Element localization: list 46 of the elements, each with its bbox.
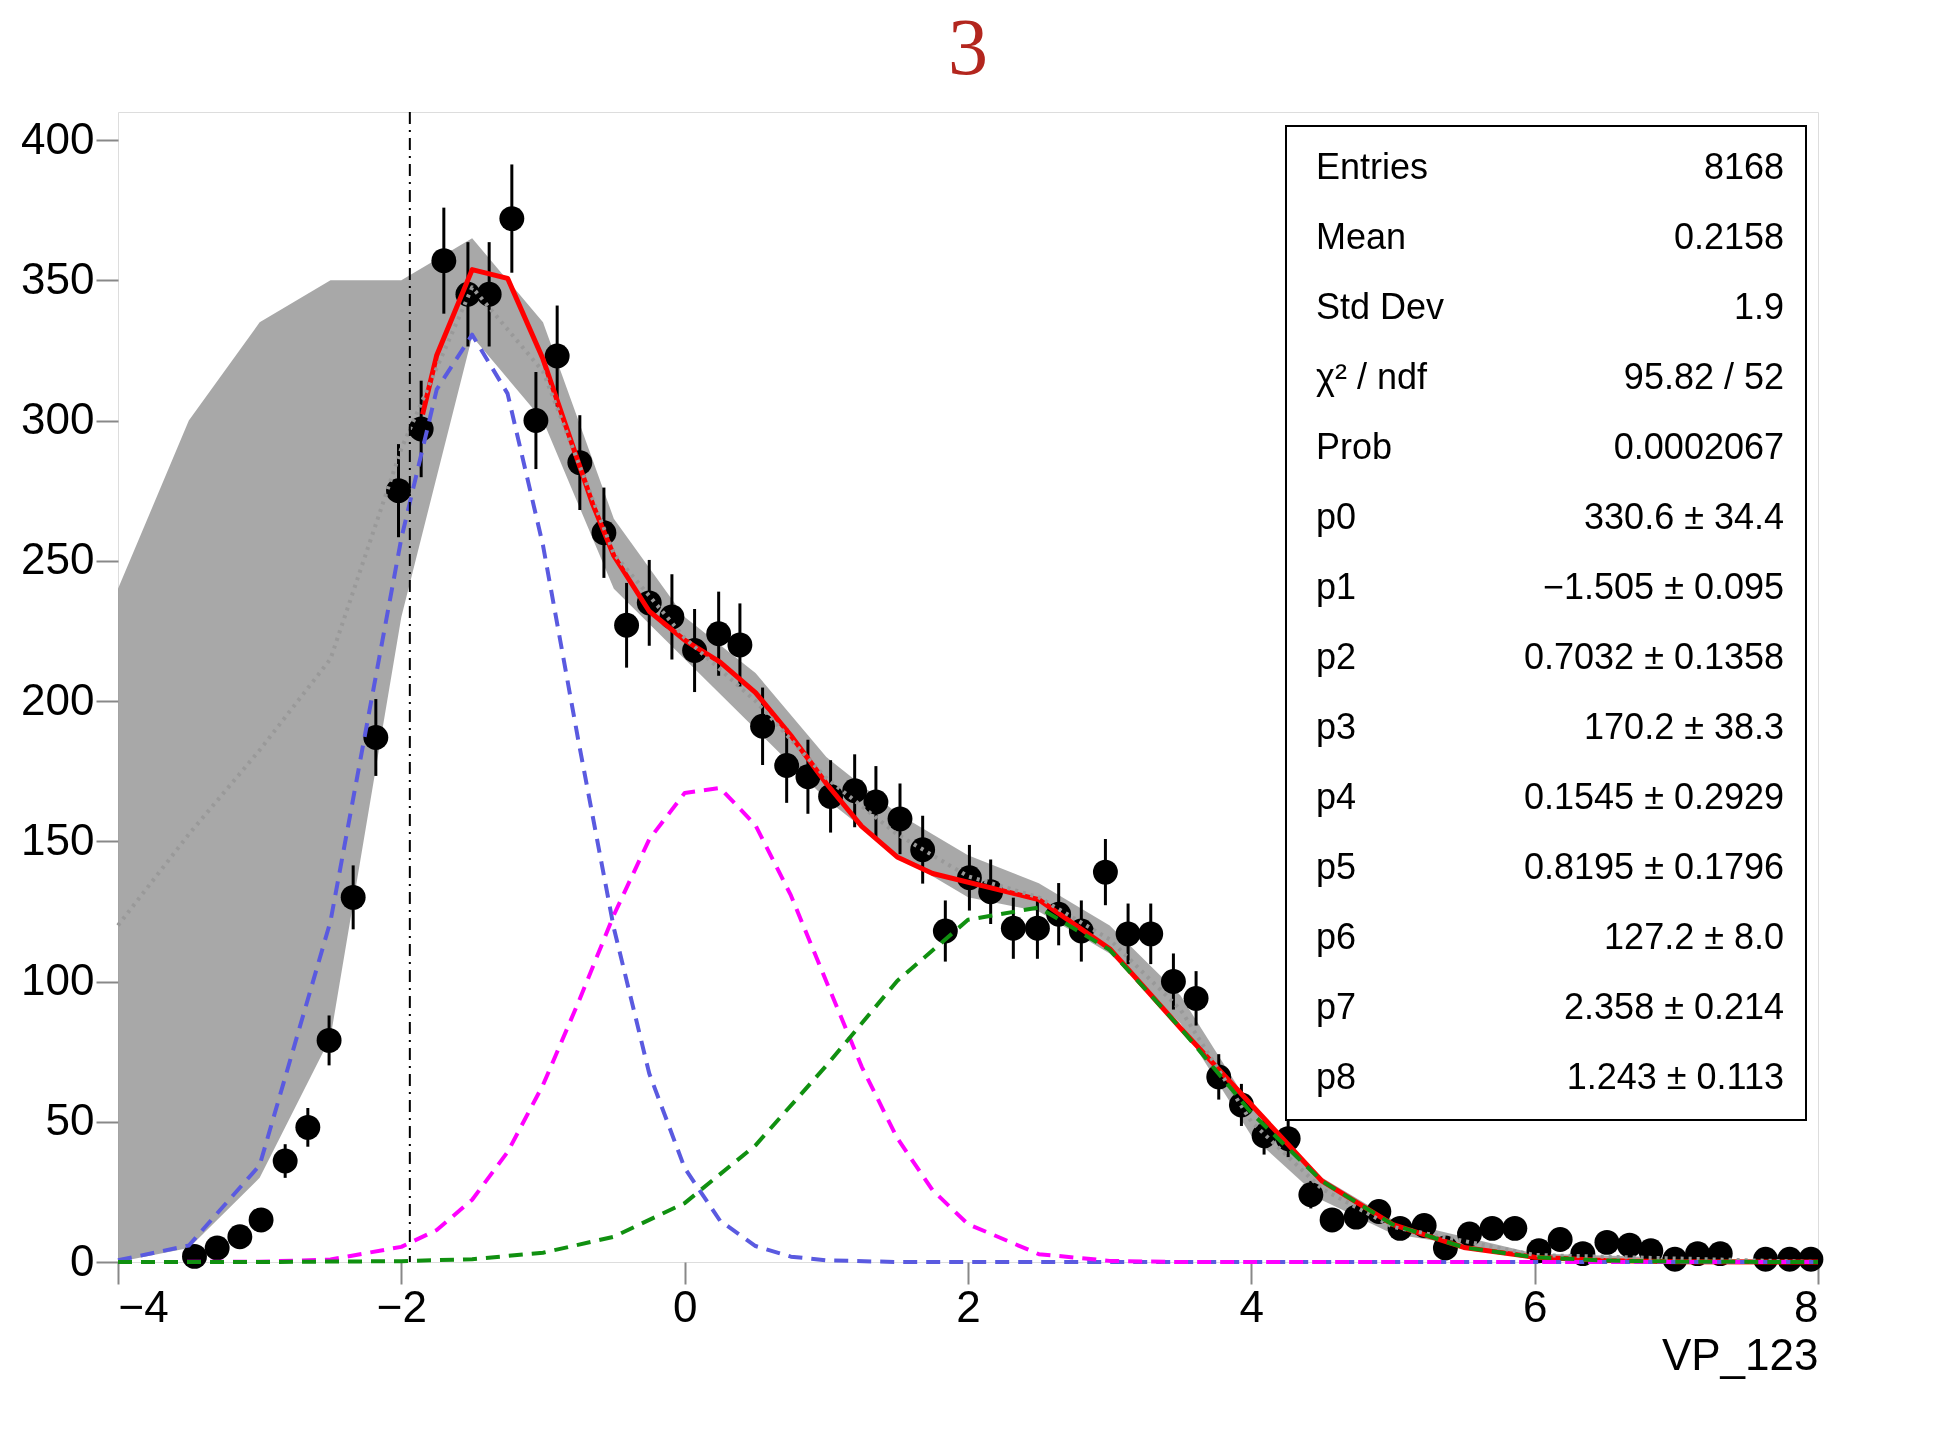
annotation: 0.2158: [1673, 216, 1784, 257]
annotation: 1.9: [1733, 286, 1784, 327]
annotation: 1.243 ± 0.113: [1566, 1056, 1784, 1097]
annotation: p0: [1316, 496, 1357, 537]
x-tick-label: −4: [118, 1281, 169, 1331]
annotation: −1.505 ± 0.095: [1543, 566, 1784, 607]
annotation: 95.82 / 52: [1623, 356, 1784, 397]
x-tick-label: 6: [1522, 1281, 1548, 1331]
annotation: 170.2 ± 38.3: [1584, 706, 1784, 747]
y-tick-label: 0: [70, 1235, 95, 1285]
annotation: 330.6 ± 34.4: [1584, 496, 1784, 537]
x-axis-title: VP_123: [1661, 1329, 1819, 1379]
chart-title: 3: [948, 3, 988, 91]
annotation: p7: [1316, 986, 1357, 1027]
y-tick-label: 100: [21, 955, 95, 1005]
annotation: p2: [1316, 636, 1357, 677]
annotation: 0.0002067: [1613, 426, 1784, 467]
x-tick-label: 4: [1239, 1281, 1265, 1331]
annotation: p6: [1316, 916, 1357, 957]
x-tick-label: 2: [956, 1281, 981, 1331]
annotation: 0.1545 ± 0.2929: [1524, 776, 1784, 817]
y-tick-label: 400: [21, 113, 95, 163]
annotation: p5: [1316, 846, 1357, 887]
annotation: Mean: [1316, 216, 1407, 257]
y-tick-label: 150: [21, 814, 95, 864]
annotation: 127.2 ± 8.0: [1604, 916, 1784, 957]
annotation: p1: [1316, 566, 1357, 607]
annotation: Prob: [1316, 426, 1393, 467]
y-tick-label: 250: [21, 534, 95, 584]
annotation: 0.8195 ± 0.1796: [1524, 846, 1784, 887]
annotation: 0.7032 ± 0.1358: [1524, 636, 1784, 677]
x-tick-label: −2: [376, 1281, 427, 1331]
y-tick-label: 200: [21, 674, 95, 724]
annotation: χ² / ndf: [1316, 356, 1428, 397]
annotation: p8: [1316, 1056, 1357, 1097]
y-tick-label: 50: [45, 1095, 95, 1145]
annotation: 8168: [1703, 146, 1784, 187]
annotation: p4: [1316, 776, 1357, 817]
annotation: Entries: [1316, 146, 1429, 187]
x-tick-label: 8: [1794, 1281, 1819, 1331]
y-tick-label: 350: [21, 253, 95, 303]
x-tick-label: 0: [672, 1281, 698, 1331]
annotation: Std Dev: [1316, 286, 1445, 327]
y-tick-label: 300: [21, 394, 95, 444]
annotation: p3: [1316, 706, 1357, 747]
annotation: 2.358 ± 0.214: [1564, 986, 1784, 1027]
